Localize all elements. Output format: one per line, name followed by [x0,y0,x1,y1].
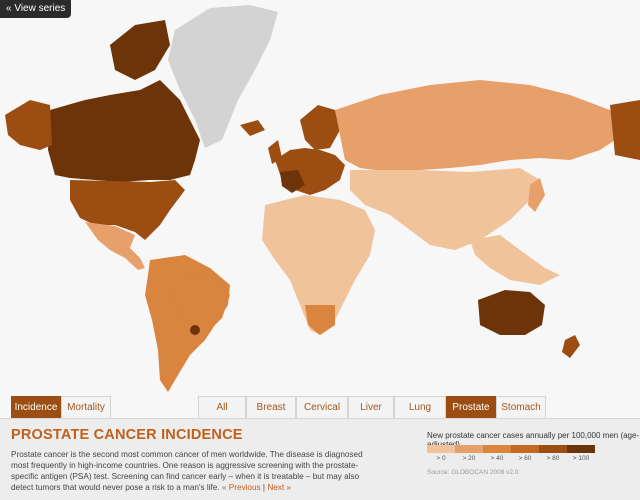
region-alaska-east[interactable] [610,100,640,160]
description: Prostate cancer is the second most commo… [11,449,371,493]
region-france[interactable] [280,170,305,193]
region-southeast-asia[interactable] [470,235,560,285]
previous-link[interactable]: « Previous [221,483,261,492]
legend-swatches [427,445,595,453]
legend-swatch-0 [427,445,455,453]
legend-labels: > 0 > 20 > 40 > 60 > 80 > 100 [427,455,595,462]
region-russia[interactable] [335,80,630,172]
region-scandinavia[interactable] [300,105,340,150]
tab-liver[interactable]: Liver [348,396,394,418]
region-mexico[interactable] [85,222,145,270]
legend-label: > 0 [436,455,446,462]
tab-lung[interactable]: Lung [394,396,446,418]
region-southern-africa[interactable] [305,305,335,335]
legend-swatch-100 [567,445,595,453]
region-canada[interactable] [48,80,200,182]
tab-breast[interactable]: Breast [246,396,296,418]
legend-swatch-80 [539,445,567,453]
region-uk[interactable] [268,140,282,164]
legend-label: > 20 [462,455,476,462]
view-series-button[interactable]: « View series [0,0,72,18]
region-alaska[interactable] [5,100,52,150]
region-australia[interactable] [478,290,545,335]
tab-stomach[interactable]: Stomach [496,396,546,418]
next-link[interactable]: Next » [267,483,291,492]
info-panel [0,418,640,500]
tab-cervical[interactable]: Cervical [296,396,348,418]
region-japan[interactable] [528,178,545,212]
legend-swatch-60 [511,445,539,453]
region-africa[interactable] [262,195,375,335]
legend-label: > 60 [518,455,532,462]
region-new-zealand[interactable] [562,335,580,358]
region-greenland[interactable] [168,5,278,148]
region-iceland[interactable] [240,120,265,136]
tab-prostate[interactable]: Prostate [446,396,496,418]
link-separator: | [262,483,266,492]
source-note: Source: GLOBOCAN 2008 v2.0 [427,469,519,476]
legend-label: > 80 [546,455,560,462]
region-brazil[interactable] [170,275,230,335]
tab-all[interactable]: All [198,396,246,418]
legend-label: > 100 [572,455,590,462]
page-title: PROSTATE CANCER INCIDENCE [11,427,243,443]
legend-swatch-20 [455,445,483,453]
world-map[interactable] [0,0,640,418]
legend-swatch-40 [483,445,511,453]
legend-title: New prostate cancer cases annually per 1… [427,431,640,449]
region-uruguay[interactable] [190,325,200,335]
tab-mortality[interactable]: Mortality [61,396,111,418]
description-text: Prostate cancer is the second most commo… [11,450,363,492]
region-china[interactable] [440,170,530,225]
region-arctic-islands[interactable] [110,20,170,80]
legend-label: > 40 [490,455,504,462]
tab-incidence[interactable]: Incidence [11,396,61,418]
